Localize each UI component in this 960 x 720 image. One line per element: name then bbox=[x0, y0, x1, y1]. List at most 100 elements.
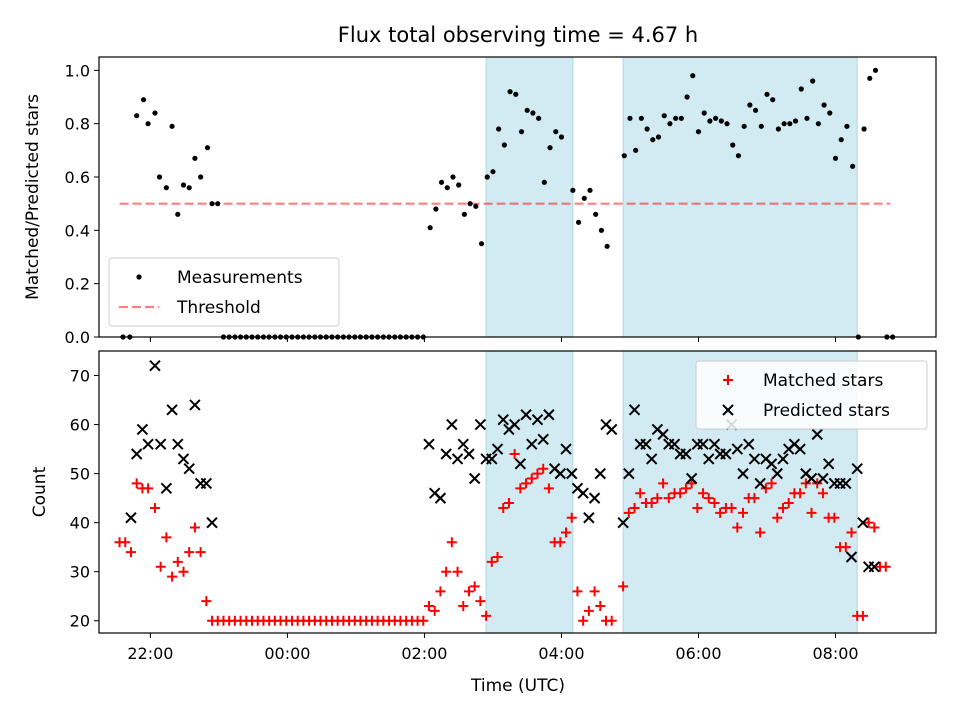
matched-stars-point bbox=[424, 601, 435, 612]
matched-stars-point bbox=[806, 507, 817, 518]
matched-stars-point bbox=[418, 615, 429, 626]
x-tick-label: 02:00 bbox=[401, 644, 447, 663]
matched-stars-point bbox=[698, 488, 709, 499]
predicted-stars-point bbox=[577, 487, 589, 499]
measurement-point bbox=[741, 123, 747, 129]
matched-stars-point bbox=[492, 551, 503, 562]
matched-stars-point bbox=[618, 581, 629, 592]
predicted-stars-point bbox=[177, 453, 190, 465]
predicted-stars-point bbox=[189, 399, 201, 411]
matched-stars-point bbox=[143, 483, 154, 494]
matched-stars-point bbox=[646, 498, 657, 509]
measurement-point bbox=[621, 153, 627, 159]
matched-stars-point bbox=[686, 478, 697, 489]
matched-stars-point bbox=[498, 502, 509, 513]
measurement-point bbox=[678, 115, 684, 121]
matched-stars-point bbox=[526, 473, 537, 484]
predicted-stars-point bbox=[554, 467, 567, 480]
y-tick-label: 50 bbox=[70, 465, 90, 484]
matched-stars-point bbox=[172, 556, 183, 567]
predicted-stars-point bbox=[486, 453, 498, 465]
predicted-stars-point bbox=[423, 438, 435, 450]
matched-stars-point bbox=[515, 483, 526, 494]
measurement-point bbox=[478, 241, 485, 247]
measurement-point bbox=[490, 169, 496, 175]
measurement-point bbox=[861, 126, 867, 132]
x-tick-label: 04:00 bbox=[538, 644, 584, 663]
predicted-stars-point bbox=[160, 482, 173, 495]
matched-stars-point bbox=[869, 522, 880, 533]
predicted-stars-point bbox=[680, 448, 692, 460]
matched-stars-point bbox=[429, 605, 440, 616]
measurement-point bbox=[547, 145, 553, 151]
measurement-point bbox=[667, 121, 673, 127]
matched-stars-point bbox=[167, 571, 178, 582]
measurement-point bbox=[473, 203, 479, 209]
matched-stars-point bbox=[452, 566, 463, 577]
predicted-stars-point bbox=[142, 438, 154, 450]
measurement-point bbox=[587, 187, 593, 193]
predicted-stars-point bbox=[514, 458, 527, 470]
measurement-point bbox=[198, 174, 204, 180]
measurement-point bbox=[541, 179, 547, 185]
matched-stars-point bbox=[777, 502, 788, 513]
matched-stars-point bbox=[583, 605, 594, 616]
measurement-point bbox=[770, 97, 776, 103]
predicted-stars-point bbox=[697, 438, 709, 450]
measurement-point bbox=[524, 107, 530, 113]
measurement-point bbox=[558, 134, 565, 140]
predicted-stars-point bbox=[868, 561, 881, 573]
matched-stars-point bbox=[749, 493, 760, 504]
matched-stars-point bbox=[692, 502, 703, 513]
predicted-stars-point bbox=[526, 438, 538, 450]
predicted-stars-point bbox=[754, 477, 766, 490]
matched-stars-point bbox=[880, 561, 891, 572]
shaded-interval bbox=[485, 350, 574, 634]
predicted-stars-point bbox=[537, 433, 549, 445]
measurement-point bbox=[215, 201, 221, 207]
measurement-point bbox=[872, 67, 879, 73]
measurement-point bbox=[713, 115, 719, 121]
legend-box bbox=[108, 257, 340, 327]
legend-measurements-label: Measurements bbox=[177, 268, 303, 288]
matched-stars-point bbox=[486, 556, 497, 567]
matched-stars-point bbox=[800, 478, 811, 489]
measurement-point bbox=[638, 115, 644, 121]
legend-threshold-label: Threshold bbox=[176, 298, 261, 318]
measurement-point bbox=[850, 163, 856, 169]
predicted-stars-point bbox=[845, 551, 858, 563]
legend-matched-label: Matched stars bbox=[763, 371, 883, 391]
bottom-chart-star-counts: 20 30 40 50 60 70 22:00 00:00 02:00 04:00 06:00 08:… bbox=[30, 350, 937, 663]
predicted-stars-point bbox=[560, 443, 572, 455]
predicted-stars-point bbox=[685, 472, 698, 485]
matched-stars-point bbox=[652, 493, 663, 504]
matched-stars-point bbox=[149, 502, 160, 513]
predicted-stars-point bbox=[468, 472, 481, 485]
matched-stars-point bbox=[555, 537, 566, 548]
measurement-point bbox=[695, 129, 702, 135]
matched-stars-point bbox=[829, 512, 840, 523]
legend-predicted-marker bbox=[722, 404, 734, 416]
matched-stars-point bbox=[772, 512, 783, 523]
measurement-point bbox=[536, 115, 542, 121]
predicted-stars-point bbox=[822, 458, 835, 470]
predicted-stars-point bbox=[206, 516, 218, 529]
matched-stars-point bbox=[795, 488, 806, 499]
measurement-point bbox=[507, 89, 513, 95]
measurement-point bbox=[747, 102, 753, 108]
y-tick-label: 20 bbox=[70, 612, 90, 631]
measurement-point bbox=[604, 243, 610, 249]
shaded-interval bbox=[485, 56, 574, 338]
predicted-stars-point bbox=[566, 467, 578, 480]
matched-stars-point bbox=[783, 498, 794, 509]
measurement-point bbox=[810, 78, 816, 84]
measurement-point bbox=[644, 126, 650, 132]
matched-stars-point bbox=[201, 596, 212, 607]
y-tick-label: 1.0 bbox=[65, 61, 90, 80]
predicted-stars-point bbox=[628, 404, 641, 416]
y-tick-label: 0.6 bbox=[65, 168, 90, 187]
measurement-point bbox=[832, 155, 839, 161]
predicted-stars-point bbox=[588, 492, 601, 504]
matched-stars-point bbox=[812, 478, 823, 489]
measurement-point bbox=[758, 123, 764, 129]
